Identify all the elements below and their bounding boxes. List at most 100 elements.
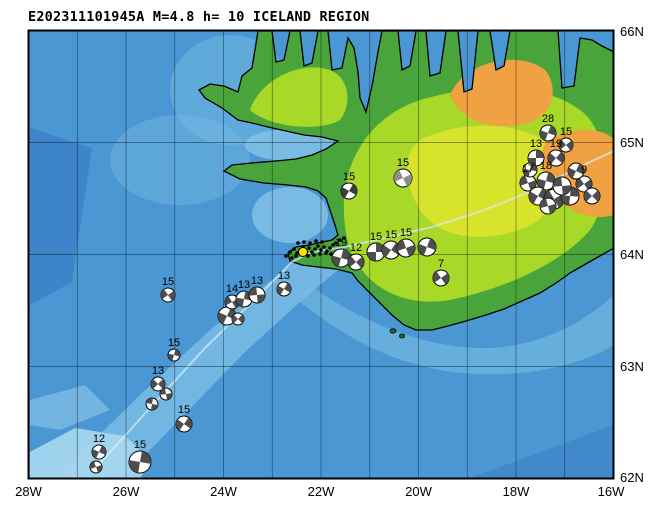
- epicenter-dot: [331, 243, 335, 247]
- beachball-date-label: 15: [560, 126, 572, 138]
- focal-mechanism-beachball: [552, 176, 572, 196]
- epicenter-dot: [338, 238, 342, 242]
- epicenter-dot: [342, 236, 346, 240]
- epicenter-dot: [320, 240, 324, 244]
- beachball-date-label: 15: [343, 171, 355, 183]
- beachball-date-label: 19: [550, 138, 562, 150]
- map-title: E202311101945A M=4.8 h= 10 ICELAND REGIO…: [28, 9, 369, 25]
- topography-mid-westfjords: [250, 67, 348, 127]
- epicenter-dot: [296, 241, 300, 245]
- lat-tick-label: 65N: [620, 135, 644, 150]
- focal-mechanism-beachball: [231, 312, 245, 326]
- graticule-grid: [28, 30, 614, 479]
- beachball-date-label: 15: [370, 231, 382, 243]
- focal-mechanism-beachball: [276, 281, 292, 297]
- epicenter-dot: [314, 239, 318, 243]
- map-frame: [27, 29, 615, 480]
- beachball-date-label: 13: [152, 365, 164, 377]
- beachball-date-label: 13: [278, 270, 290, 282]
- focal-mechanism-beachball: [527, 149, 545, 167]
- focal-mechanism-beachball: [340, 182, 358, 200]
- beachball-date-label: 18: [540, 160, 552, 172]
- latitude-axis: 66N 65N 64N 63N 62N: [620, 24, 644, 485]
- beachball-date-label: 9: [581, 164, 587, 176]
- focal-mechanism-beachball: [547, 149, 565, 167]
- focal-mechanism-beachball: [393, 168, 413, 188]
- lon-tick-label: 18W: [503, 484, 530, 499]
- beachball-date-label: 13: [530, 138, 542, 150]
- topography-highest-north: [450, 59, 553, 127]
- epicenter-dot: [292, 247, 296, 251]
- epicenter-dot: [288, 250, 292, 254]
- lon-tick-label: 22W: [308, 484, 335, 499]
- epicenter-dot: [322, 245, 326, 249]
- beachball-date-label: 15: [162, 276, 174, 288]
- focal-mechanism-beachball: [347, 253, 365, 271]
- epicenter-dot: [324, 251, 328, 255]
- focal-mechanism-beachball: [366, 242, 386, 262]
- lon-tick-label: 16W: [598, 484, 625, 499]
- topography-high: [406, 125, 561, 237]
- beachball-date-label: 15: [397, 157, 409, 169]
- focal-mechanism-beachball: [432, 269, 450, 287]
- beachball-date-label: 17: [522, 163, 534, 175]
- vestmannaeyjar-island: [389, 328, 397, 334]
- focal-mechanism-beachball: [539, 124, 557, 142]
- faxafloi-bay-shallow: [252, 187, 328, 243]
- epicenter-dot: [302, 240, 306, 244]
- focal-mechanism-beachball: [150, 376, 166, 392]
- beachball-date-label: 13: [238, 279, 250, 291]
- current-event-marker: [298, 247, 308, 257]
- lon-tick-label: 28W: [15, 484, 42, 499]
- beachball-date-label: 19: [335, 237, 347, 249]
- focal-mechanism-beachball: [522, 162, 538, 178]
- epicenter-dot: [294, 254, 298, 258]
- beachball-date-label: 7: [438, 258, 444, 270]
- focal-mechanism-beachball: [128, 450, 152, 474]
- epicenter-dot: [329, 252, 333, 256]
- epicenter-dot: [295, 251, 299, 255]
- reykjanes-ridge-shelf: [55, 244, 352, 478]
- epicenter-dot: [306, 254, 310, 258]
- beachball-date-label: 13: [251, 275, 263, 287]
- lat-tick-label: 64N: [620, 247, 644, 262]
- vestmannaeyjar-island: [399, 333, 405, 339]
- focal-mechanism-beachball: [91, 444, 107, 460]
- beachball-date-label: 15: [385, 229, 397, 241]
- epicenter-dot: [319, 248, 323, 252]
- south-coast-shelf: [300, 285, 614, 375]
- focal-mechanism-beachball: [558, 137, 574, 153]
- lat-tick-label: 62N: [620, 470, 644, 485]
- beachball-date-label: 12: [93, 433, 105, 445]
- epicenter-dot: [334, 241, 338, 245]
- focal-mechanism-beachball: [235, 290, 253, 308]
- focal-mechanism-beachball: [248, 286, 266, 304]
- ocean-shallow-patch: [30, 385, 110, 430]
- beachball-date-label: 12: [350, 242, 362, 254]
- beachball-date-label: 15: [178, 404, 190, 416]
- epicenter-dot: [316, 244, 320, 248]
- beachball-date-label: 14: [226, 283, 238, 295]
- focal-mechanism-beachball: [396, 238, 416, 258]
- focal-mechanism-beachball: [89, 460, 103, 474]
- beachball-date-label: 15: [168, 337, 180, 349]
- epicenter-dot: [284, 254, 288, 258]
- ocean-deep-southeast: [470, 425, 614, 478]
- lat-tick-label: 63N: [620, 359, 644, 374]
- focal-mechanism-beachball: [539, 197, 557, 215]
- epicenter-dot: [308, 241, 312, 245]
- focal-mechanism-beachball: [583, 187, 601, 205]
- ocean-deep-west: [30, 128, 92, 305]
- epicenter-dot: [307, 246, 311, 250]
- epicenter-dot: [290, 256, 294, 260]
- epicenter-dot: [328, 246, 332, 250]
- longitude-axis: 28W 26W 24W 22W 20W 18W 16W: [15, 484, 625, 499]
- focal-mechanism-beachball: [381, 240, 401, 260]
- beachball-date-label: 28: [542, 113, 554, 125]
- focal-mechanism-beachball: [567, 162, 585, 180]
- focal-mechanism-beachball: [145, 397, 159, 411]
- beachball-date-label: 15: [134, 439, 146, 451]
